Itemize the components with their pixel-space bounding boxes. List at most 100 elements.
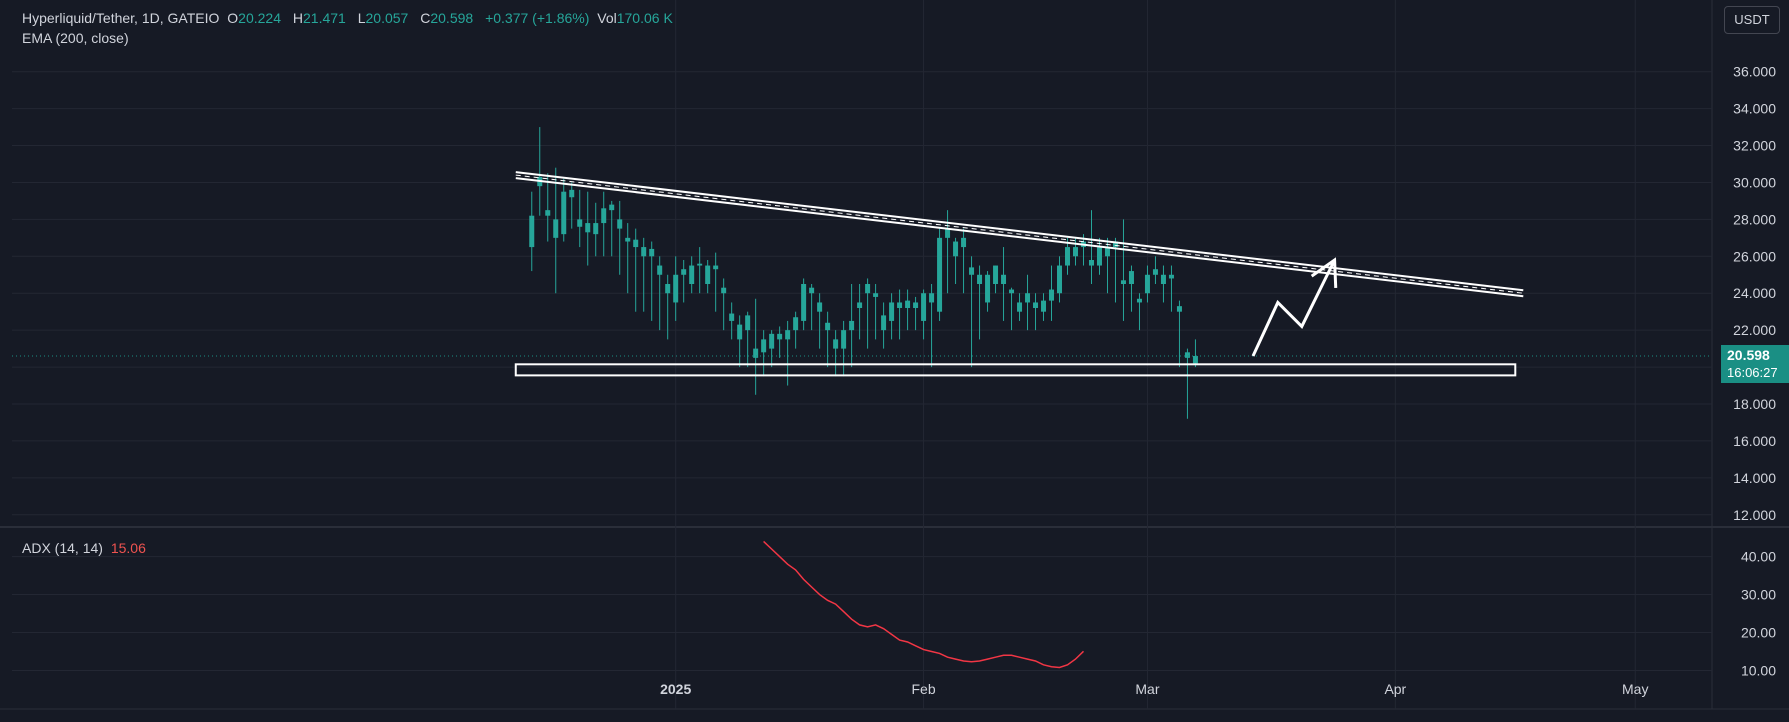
candle: [817, 293, 823, 349]
price-tick-label: 18.000: [1733, 396, 1776, 412]
currency-button[interactable]: USDT: [1724, 6, 1780, 34]
candle: [929, 284, 935, 368]
candle: [1041, 293, 1047, 321]
candle: [1152, 256, 1158, 284]
candle: [1001, 247, 1007, 321]
adx-value: 15.06: [110, 540, 146, 556]
bar-countdown: 16:06:27: [1727, 365, 1778, 381]
adx-indicator-pane: 10.00 20.00 30.00 40.00: [12, 540, 1776, 679]
candle-body: [617, 219, 623, 229]
candle-body: [737, 324, 743, 340]
candle: [1088, 210, 1094, 284]
candle-body: [761, 339, 767, 353]
candle-body: [569, 189, 575, 198]
candle: [969, 256, 975, 368]
candle-body: [825, 322, 831, 331]
candle-body: [1041, 300, 1047, 312]
candle: [913, 296, 919, 331]
candle-body: [1049, 289, 1055, 301]
price-tick-label: 30.000: [1733, 174, 1776, 190]
candle-body: [577, 219, 583, 227]
candle: [1065, 237, 1071, 275]
candle-body: [729, 313, 735, 321]
open-label: O: [227, 10, 239, 26]
candle-body: [705, 265, 711, 284]
price-tick-label: 28.000: [1733, 211, 1776, 227]
candle: [865, 278, 871, 349]
candlestick-series: [12, 127, 1712, 419]
time-tick-label: Apr: [1384, 681, 1406, 697]
candle-body: [1001, 274, 1007, 284]
candle-body: [657, 265, 663, 275]
candle: [825, 311, 831, 368]
symbol-title: Hyperliquid/Tether, 1D, GATEIO: [22, 10, 220, 26]
open-value: 20.224: [238, 10, 281, 26]
candle: [561, 178, 567, 242]
candle-body: [945, 228, 951, 238]
price-axis: 12.00014.00016.00018.00020.00022.00024.0…: [1733, 64, 1776, 523]
candle: [633, 228, 639, 312]
candle-body: [913, 302, 919, 308]
candle-body: [977, 274, 983, 284]
candle-body: [721, 287, 727, 294]
candle-body: [817, 302, 823, 312]
trendline-lower: [515, 177, 1524, 298]
candle: [641, 237, 647, 312]
candle: [889, 293, 895, 340]
candle-body: [865, 284, 871, 294]
candle: [1017, 293, 1023, 321]
candle: [665, 274, 671, 340]
candle-body: [897, 302, 903, 308]
candle-body: [1096, 247, 1102, 266]
candle-body: [633, 239, 639, 248]
candle-body: [1192, 356, 1198, 364]
candle: [537, 127, 543, 216]
candle: [1144, 265, 1150, 303]
trendline-center: [515, 174, 1524, 294]
candle-body: [1057, 265, 1063, 294]
candle-body: [753, 348, 759, 358]
price-tick-label: 14.000: [1733, 470, 1776, 486]
candle-body: [833, 339, 839, 349]
candle-body: [601, 208, 607, 224]
candle-body: [889, 302, 895, 321]
candle: [609, 200, 615, 257]
candle: [809, 284, 815, 331]
high-label: H: [292, 10, 303, 26]
candle: [1049, 265, 1055, 321]
candle: [841, 320, 847, 377]
time-tick-label: Mar: [1135, 681, 1159, 697]
candle: [1168, 265, 1174, 312]
time-tick-label: 2025: [660, 681, 691, 697]
candle: [737, 315, 743, 368]
candle: [1033, 293, 1039, 331]
candle: [1184, 348, 1190, 419]
projection-arrow: [1251, 259, 1336, 357]
candle-body: [593, 223, 599, 235]
candle: [649, 241, 655, 321]
volume-label: Vol: [597, 10, 617, 26]
price-tick-label: 24.000: [1733, 285, 1776, 301]
candle-body: [713, 265, 719, 270]
candle-body: [881, 315, 887, 331]
price-tick-label: 26.000: [1733, 248, 1776, 264]
ema-legend[interactable]: EMA (200, close): [22, 30, 129, 46]
candle-body: [561, 191, 567, 235]
close-label: C: [420, 10, 431, 26]
candle-body: [1072, 247, 1078, 257]
candle: [529, 191, 535, 272]
candle: [769, 330, 775, 368]
candle-body: [1136, 298, 1142, 303]
candle: [625, 223, 631, 294]
candle: [953, 237, 959, 284]
candle: [553, 167, 559, 294]
candle: [881, 302, 887, 349]
candle-body: [921, 293, 927, 321]
candle: [937, 228, 943, 321]
candle: [1136, 293, 1142, 331]
candle: [1057, 256, 1063, 303]
adx-legend[interactable]: ADX (14, 14) 15.06: [22, 540, 150, 556]
candle-body: [953, 241, 959, 257]
